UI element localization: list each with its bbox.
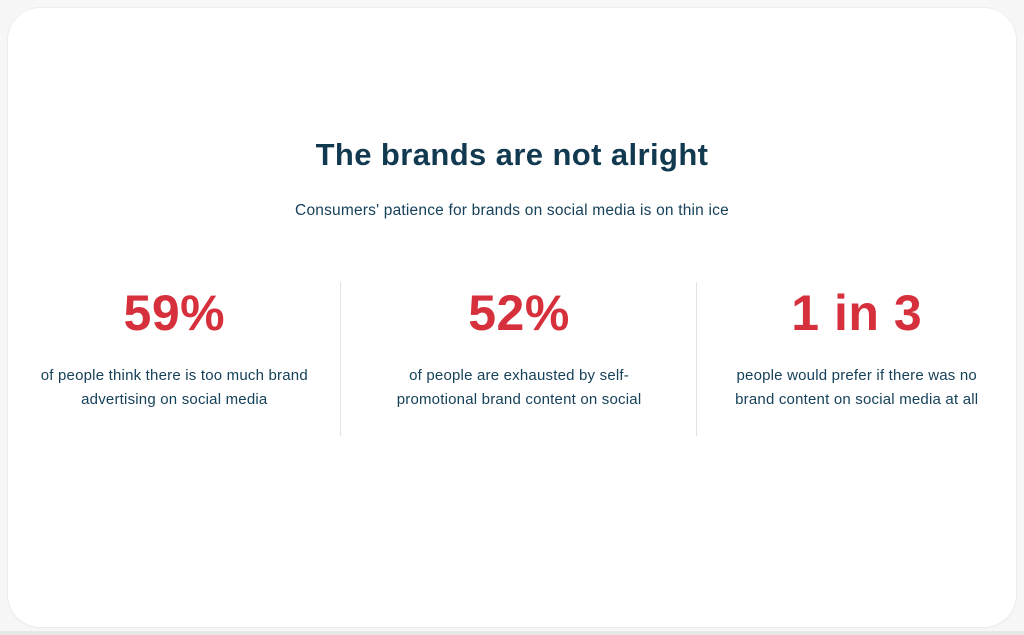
page-bottom-edge xyxy=(0,631,1024,635)
stat-description-line: brand content on social media at all xyxy=(735,391,979,408)
stat-description-line: promotional brand content on social xyxy=(396,391,642,408)
stat-description: of people think there is too much brand … xyxy=(8,364,341,412)
vertical-divider xyxy=(696,282,698,436)
stat-description-line: people would prefer if there was no xyxy=(736,367,977,384)
vertical-divider xyxy=(339,282,341,436)
stat-value: 59% xyxy=(123,285,226,341)
stat-description-line: of people think there is too much brand xyxy=(40,367,308,384)
stat-item-exhausted-by-content: 52% of people are exhausted by self- pro… xyxy=(341,282,698,436)
stat-description: people would prefer if there was no bran… xyxy=(697,364,1016,412)
stat-description-line: of people are exhausted by self- xyxy=(409,367,629,384)
stat-item-prefer-no-brand-content: 1 in 3 people would prefer if there was … xyxy=(697,282,1016,436)
stat-value: 1 in 3 xyxy=(791,285,923,341)
section-header: The brands are not alright Consumers' pa… xyxy=(8,8,1016,221)
stat-item-too-much-advertising: 59% of people think there is too much br… xyxy=(8,282,341,436)
stat-description: of people are exhausted by self- promoti… xyxy=(341,364,698,412)
section-title: The brands are not alright xyxy=(315,137,709,172)
section-subtitle: Consumers' patience for brands on social… xyxy=(295,202,729,219)
stats-row: 59% of people think there is too much br… xyxy=(8,282,1016,436)
stats-card: The brands are not alright Consumers' pa… xyxy=(8,8,1016,627)
stat-value: 52% xyxy=(468,285,570,341)
stat-description-line: advertising on social media xyxy=(81,391,268,408)
